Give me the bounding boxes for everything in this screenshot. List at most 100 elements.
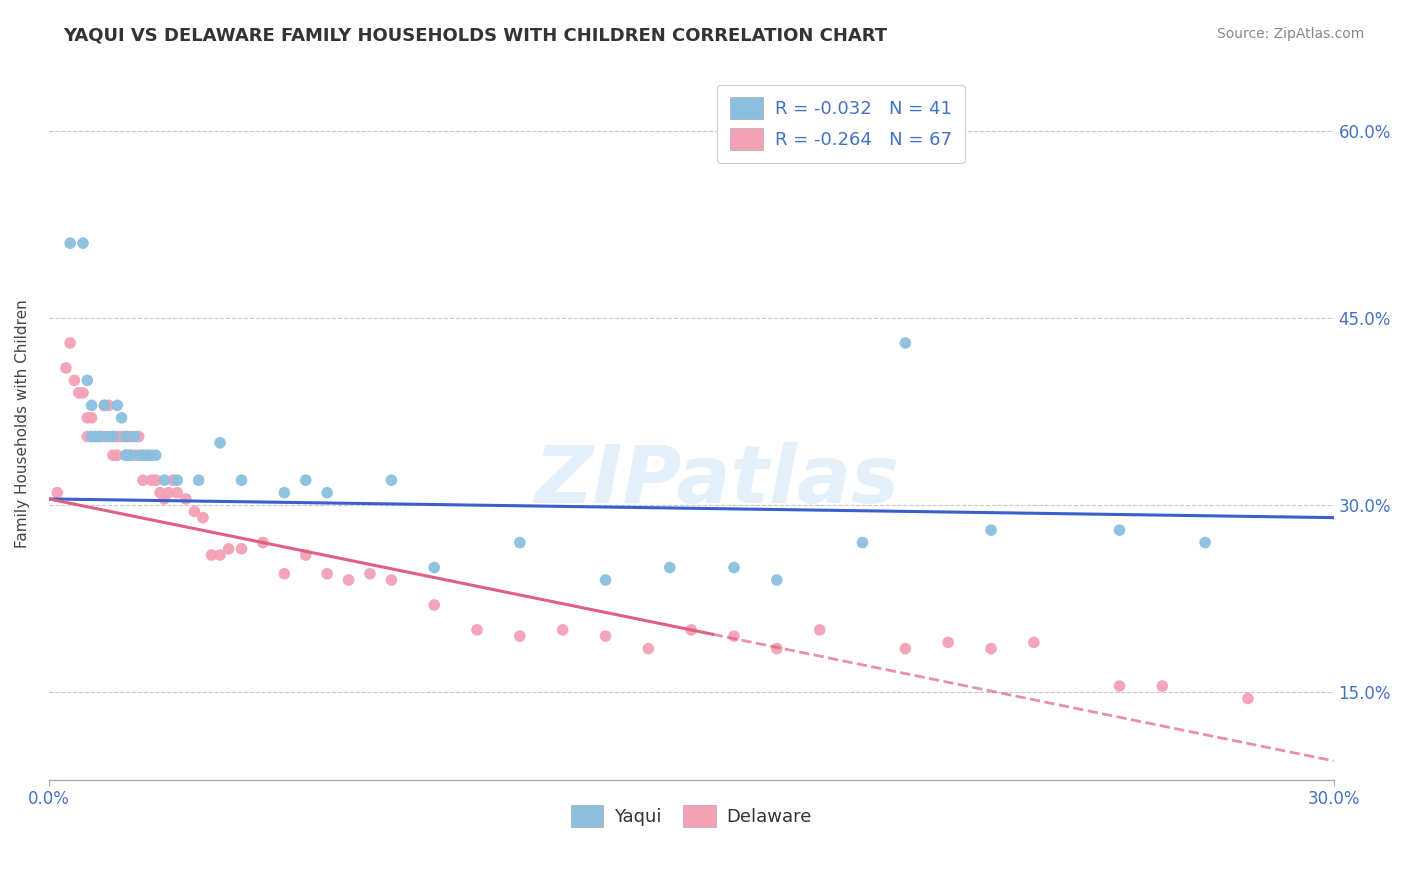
Text: ZIPatlas: ZIPatlas: [534, 442, 900, 520]
Point: [153, 473, 176, 487]
Text: Source: ZipAtlas.com: Source: ZipAtlas.com: [1216, 27, 1364, 41]
Point: [231, 541, 253, 556]
Point: [183, 504, 205, 518]
Point: [273, 485, 295, 500]
Point: [1022, 635, 1045, 649]
Point: [93, 398, 115, 412]
Point: [1108, 523, 1130, 537]
Point: [128, 429, 150, 443]
Point: [681, 623, 703, 637]
Point: [423, 598, 446, 612]
Point: [200, 548, 222, 562]
Point: [76, 410, 98, 425]
Y-axis label: Family Households with Children: Family Households with Children: [15, 300, 30, 549]
Point: [89, 429, 111, 443]
Point: [115, 429, 138, 443]
Point: [105, 448, 128, 462]
Point: [380, 473, 402, 487]
Point: [166, 485, 188, 500]
Point: [136, 448, 159, 462]
Point: [80, 410, 103, 425]
Point: [124, 448, 146, 462]
Point: [76, 373, 98, 387]
Point: [162, 473, 184, 487]
Point: [132, 448, 155, 462]
Point: [120, 448, 142, 462]
Point: [124, 429, 146, 443]
Point: [145, 448, 167, 462]
Point: [84, 429, 107, 443]
Point: [851, 535, 873, 549]
Point: [115, 448, 138, 462]
Point: [105, 429, 128, 443]
Point: [97, 429, 120, 443]
Point: [46, 485, 69, 500]
Point: [93, 429, 115, 443]
Point: [187, 473, 209, 487]
Point: [89, 429, 111, 443]
Point: [936, 635, 959, 649]
Point: [120, 429, 142, 443]
Text: YAQUI VS DELAWARE FAMILY HOUSEHOLDS WITH CHILDREN CORRELATION CHART: YAQUI VS DELAWARE FAMILY HOUSEHOLDS WITH…: [63, 27, 887, 45]
Point: [316, 566, 339, 581]
Point: [231, 473, 253, 487]
Point: [101, 429, 124, 443]
Point: [115, 429, 138, 443]
Point: [105, 398, 128, 412]
Point: [273, 566, 295, 581]
Point: [1237, 691, 1260, 706]
Point: [101, 448, 124, 462]
Point: [128, 448, 150, 462]
Point: [136, 448, 159, 462]
Point: [380, 573, 402, 587]
Point: [294, 473, 316, 487]
Point: [84, 429, 107, 443]
Point: [80, 398, 103, 412]
Point: [209, 435, 232, 450]
Point: [93, 398, 115, 412]
Point: [980, 523, 1002, 537]
Point: [101, 429, 124, 443]
Point: [316, 485, 339, 500]
Point: [67, 385, 90, 400]
Point: [894, 336, 917, 351]
Point: [423, 560, 446, 574]
Point: [218, 541, 240, 556]
Point: [595, 629, 617, 643]
Point: [766, 573, 789, 587]
Point: [191, 510, 214, 524]
Point: [76, 429, 98, 443]
Point: [153, 491, 176, 506]
Point: [72, 385, 94, 400]
Point: [141, 473, 163, 487]
Point: [59, 336, 82, 351]
Point: [166, 473, 188, 487]
Point: [337, 573, 360, 587]
Point: [72, 236, 94, 251]
Point: [157, 485, 180, 500]
Point: [110, 429, 132, 443]
Point: [174, 491, 197, 506]
Point: [209, 548, 232, 562]
Point: [1194, 535, 1216, 549]
Point: [766, 641, 789, 656]
Point: [359, 566, 381, 581]
Point: [55, 360, 77, 375]
Point: [509, 535, 531, 549]
Point: [80, 429, 103, 443]
Point: [551, 623, 574, 637]
Point: [97, 398, 120, 412]
Point: [145, 473, 167, 487]
Point: [294, 548, 316, 562]
Point: [980, 641, 1002, 656]
Point: [63, 373, 86, 387]
Point: [59, 236, 82, 251]
Legend: Yaqui, Delaware: Yaqui, Delaware: [564, 798, 820, 835]
Point: [723, 560, 745, 574]
Point: [80, 429, 103, 443]
Point: [723, 629, 745, 643]
Point: [1152, 679, 1174, 693]
Point: [595, 573, 617, 587]
Point: [132, 448, 155, 462]
Point: [894, 641, 917, 656]
